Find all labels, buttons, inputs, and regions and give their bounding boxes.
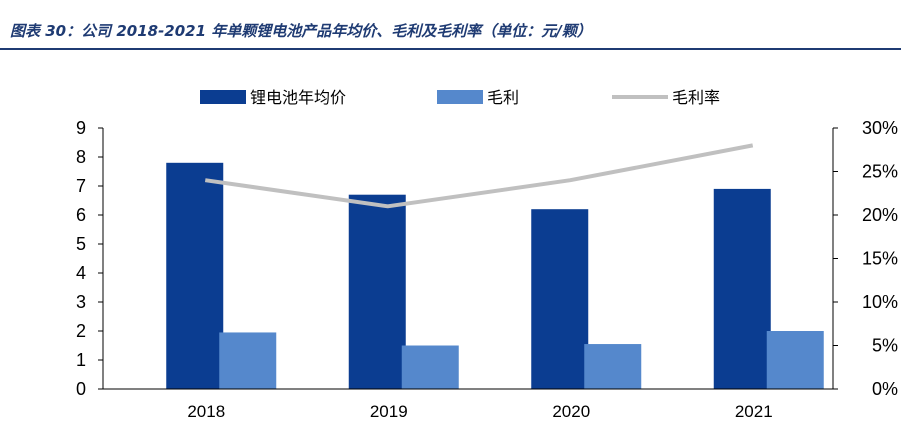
right-tick-label: 30% [862,118,898,138]
left-tick-label: 4 [76,263,86,283]
legend-item-price: 锂电池年均价 [200,88,346,107]
left-tick-label: 5 [76,234,86,254]
right-tick-label: 15% [862,249,898,269]
bar-price [166,162,224,389]
margin-line [204,143,754,209]
legend-item-gross-margin: 毛利率 [612,88,720,107]
bar-gross-profit [401,345,459,389]
title-divider [0,48,901,50]
bar-gross-profit [219,332,277,389]
legend-label: 锂电池年均价 [250,88,346,107]
figure-title: 图表 30：公司 2018-2021 年单颗锂电池产品年均价、毛利及毛利率（单位… [10,22,592,40]
x-tick-label: 2021 [735,402,773,421]
left-tick-label: 2 [76,321,86,341]
bar-gross-profit [766,331,824,389]
bars [166,162,824,389]
right-tick-label: 20% [862,205,898,225]
bar-price [713,188,771,389]
left-tick-label: 1 [76,350,86,370]
x-tick-label: 2020 [552,402,590,421]
left-tick-label: 3 [76,292,86,312]
right-tick-label: 5% [872,336,898,356]
left-tick-label: 7 [76,176,86,196]
legend-swatch [200,90,246,104]
right-tick-label: 0% [872,379,898,399]
legend-label: 毛利率 [672,88,720,107]
legend-label: 毛利 [487,88,519,107]
bar-gross-profit [584,344,642,389]
left-tick-label: 8 [76,147,86,167]
legend-item-gross-profit: 毛利 [437,88,519,107]
left-tick-label: 6 [76,205,86,225]
x-tick-label: 2018 [187,402,225,421]
legend: 锂电池年均价 毛利 毛利率 [200,88,720,107]
right-tick-label: 10% [862,292,898,312]
bar-price [348,194,406,389]
bar-price [531,209,589,389]
right-axis: 0% 5% 10% 15% 20% 25% 30% [832,118,898,399]
left-tick-label: 0 [76,379,86,399]
x-tick-label: 2019 [370,402,408,421]
x-axis: 2018 2019 2020 2021 [103,388,833,421]
legend-swatch [437,90,483,104]
right-tick-label: 25% [862,162,898,182]
gross-margin-line [204,143,754,209]
left-axis: 0 1 2 3 4 5 6 7 8 9 [76,118,104,399]
left-tick-label: 9 [76,118,86,138]
